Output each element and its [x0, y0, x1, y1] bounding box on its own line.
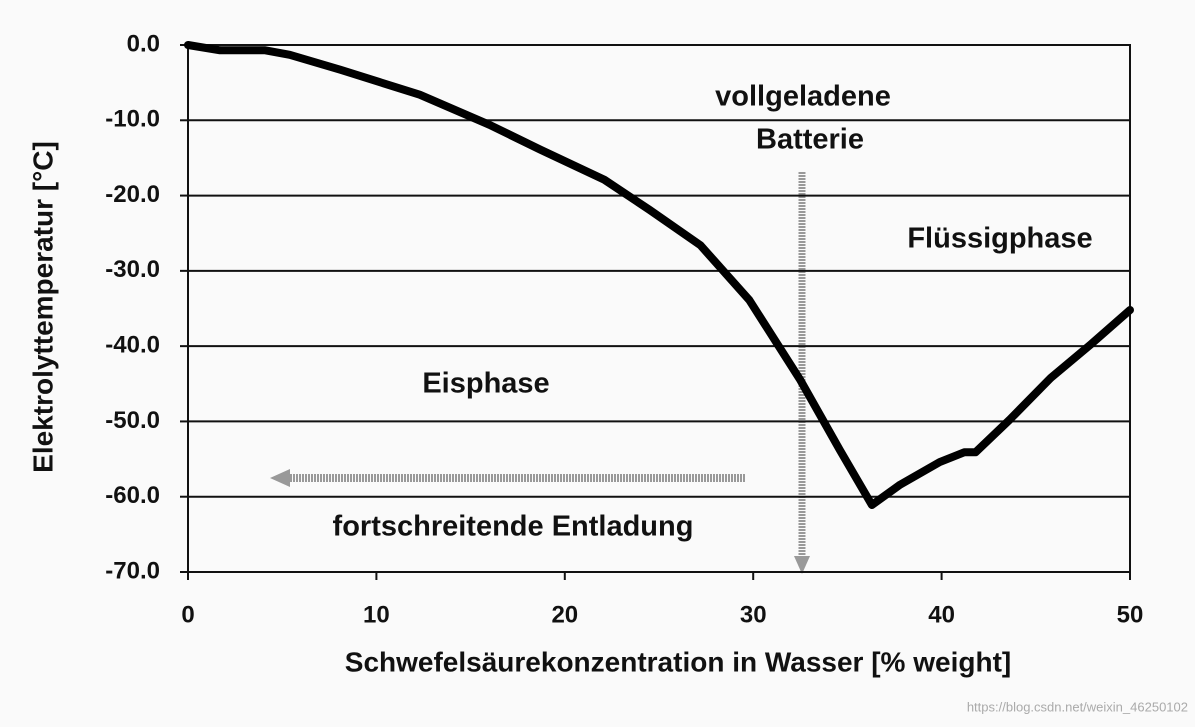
x-tick-label: 40 [928, 601, 955, 628]
annotation: Eisphase [422, 368, 549, 400]
annotation: Batterie [756, 124, 864, 156]
y-tick-label: -40.0 [105, 331, 160, 358]
y-tick-label: -10.0 [105, 106, 160, 133]
y-tick-label: -30.0 [105, 256, 160, 283]
annotation: fortschreitende Entladung [333, 511, 694, 543]
y-tick-label: -50.0 [105, 407, 160, 434]
x-tick-label: 10 [363, 601, 390, 628]
y-tick-label: 0.0 [127, 30, 160, 57]
annotation: Flüssigphase [907, 223, 1092, 255]
y-tick-label: -70.0 [105, 557, 160, 584]
x-tick-label: 50 [1117, 601, 1144, 628]
x-tick-label: 0 [181, 601, 194, 628]
watermark: https://blog.csdn.net/weixin_46250102 [967, 699, 1188, 714]
x-tick-label: 20 [551, 601, 578, 628]
annotation: vollgeladene [715, 81, 891, 113]
y-tick-label: -20.0 [105, 181, 160, 208]
arrow-horizontal [270, 469, 745, 487]
arrow-vertical [794, 172, 810, 574]
data-line [184, 41, 1134, 509]
x-axis-label: Schwefelsäurekonzentration in Wasser [% … [345, 646, 1011, 677]
y-tick-label: -60.0 [105, 482, 160, 509]
y-axis-label: Elektrolyttemperatur [°C] [27, 141, 58, 473]
x-tick-label: 30 [740, 601, 767, 628]
